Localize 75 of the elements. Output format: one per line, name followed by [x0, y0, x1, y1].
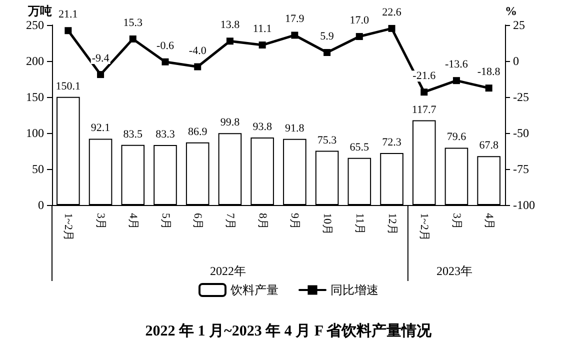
data-label: -0.6	[156, 40, 174, 52]
point	[226, 38, 234, 45]
x-tick-label: 6月	[192, 213, 204, 230]
text: 2022年	[210, 264, 246, 278]
point	[291, 32, 298, 39]
data-label: 65.5	[350, 141, 370, 154]
data-label: 83.3	[156, 128, 176, 141]
text: 2022 年 1 月~2023 年 4 月 F 省饮料产量情况	[145, 322, 433, 340]
data-label: -13.6	[445, 58, 468, 71]
x-tick-label: 7月	[224, 213, 236, 230]
data-label: 92.1	[90, 122, 110, 134]
legend-label: 同比增速	[330, 283, 378, 297]
y-tick-label: 150	[26, 90, 44, 104]
data-label: 13.8	[220, 19, 240, 32]
x-tick-label: 3月	[94, 213, 107, 230]
y2-tick-label: -50	[513, 126, 529, 140]
y2-tick-label: -25	[513, 90, 529, 104]
x-tick-label: 9月	[288, 213, 301, 230]
data-label: 99.8	[220, 116, 240, 129]
point	[97, 71, 104, 78]
x-tick-label: 5月	[159, 213, 172, 230]
data-label: -18.8	[477, 66, 501, 78]
y-axis-title: 万吨	[27, 4, 52, 18]
legend-label: 饮料产量	[230, 283, 278, 297]
point	[420, 88, 428, 96]
point	[162, 58, 169, 66]
x-tick-label: 12月	[386, 213, 398, 235]
x-tick-label: 4月	[126, 213, 139, 230]
data-label: 21.1	[58, 8, 78, 21]
y-tick-label: 100	[26, 126, 44, 140]
point	[64, 27, 72, 34]
data-label: 17.0	[350, 14, 370, 27]
data-label: 75.3	[317, 134, 338, 146]
x-tick-label: 4月	[482, 213, 495, 230]
y-tick-label: 0	[38, 198, 44, 212]
point	[452, 77, 460, 84]
y2-tick-label: 25	[513, 18, 525, 32]
y2-axis-title: %	[505, 4, 517, 18]
data-label: -9.4	[92, 52, 110, 65]
y-tick-label: 50	[32, 162, 44, 176]
data-label: -4.0	[188, 44, 207, 57]
point	[258, 42, 266, 49]
point	[388, 24, 396, 32]
data-label: 117.7	[412, 104, 437, 116]
data-label: 22.6	[382, 6, 402, 18]
x-tick-label: 3月	[450, 213, 462, 230]
point	[485, 84, 492, 92]
point	[324, 49, 331, 56]
y-tick-label: 200	[26, 54, 44, 68]
y2-tick-label: 0	[513, 54, 519, 68]
data-label: 67.8	[479, 140, 499, 152]
data-label: -21.6	[412, 70, 436, 82]
data-label: 72.3	[382, 136, 402, 148]
x-tick-label: 11月	[353, 213, 366, 235]
point	[129, 35, 136, 42]
data-label: 5.9	[320, 30, 334, 43]
x-tick-label: 8月	[256, 213, 268, 230]
data-label: 11.1	[252, 23, 272, 36]
data-label: 93.8	[252, 120, 272, 133]
data-label: 79.6	[446, 131, 467, 144]
data-label: 91.8	[285, 122, 305, 134]
x-tick-label: 10月	[321, 213, 334, 235]
text: 2023年	[436, 264, 472, 278]
data-label: 15.3	[123, 16, 144, 29]
point	[356, 33, 363, 40]
point	[194, 63, 202, 70]
data-label: 17.9	[285, 13, 305, 26]
x-tick-label: 1~2月	[418, 213, 430, 241]
data-label: 150.1	[56, 80, 81, 92]
data-label: 86.9	[188, 126, 208, 138]
y-tick-label: 250	[26, 18, 44, 32]
y2-tick-label: -75	[513, 162, 529, 176]
x-tick-label: 1~2月	[62, 213, 74, 241]
y2-tick-label: -100	[513, 198, 535, 212]
data-label: 83.5	[123, 128, 144, 140]
